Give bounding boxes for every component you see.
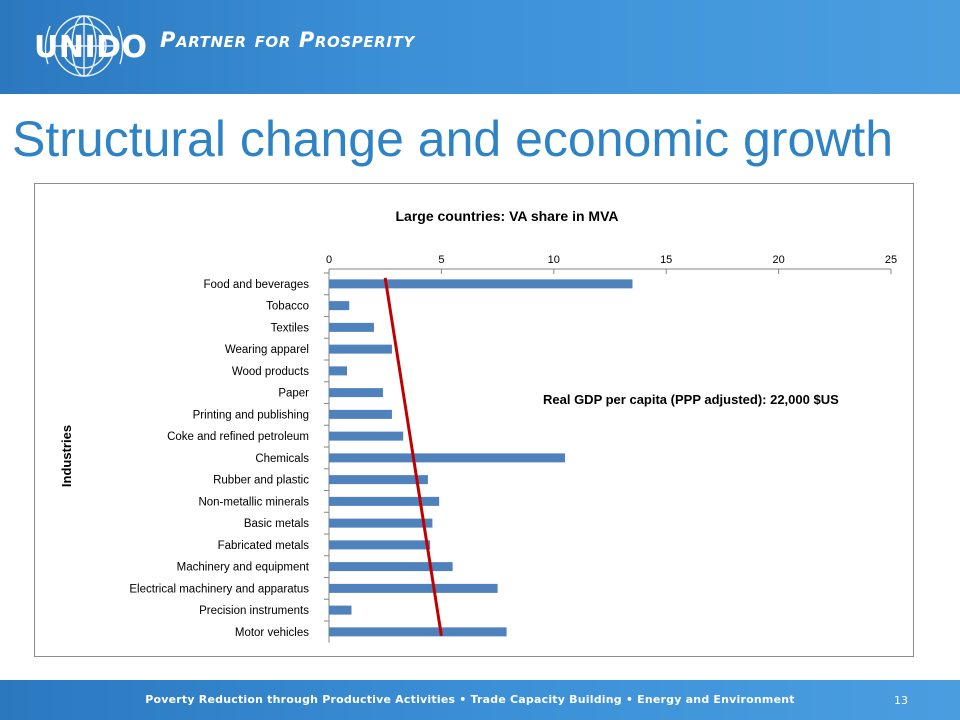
category-label: Machinery and equipment	[177, 562, 310, 574]
bar	[329, 453, 566, 463]
chart-frame: Large countries: VA share in MVA Industr…	[34, 183, 914, 657]
category-label: Wearing apparel	[225, 344, 309, 356]
category-label: Electrical machinery and apparatus	[129, 583, 309, 595]
tagline: Partner for Prosperity	[160, 28, 415, 52]
logo-text: UNIDO	[34, 30, 148, 65]
category-label: Non-metallic minerals	[198, 496, 309, 508]
bar	[329, 518, 433, 528]
category-label: Rubber and plastic	[213, 475, 309, 487]
bar-chart: Large countries: VA share in MVA Industr…	[59, 208, 897, 643]
un-emblem-icon: UNIDO	[34, 8, 148, 86]
category-label: Wood products	[232, 366, 309, 378]
bar	[329, 605, 352, 615]
tagline-text: Partner for Prosperity	[160, 28, 415, 52]
category-label: Tobacco	[266, 301, 309, 313]
bar	[329, 388, 383, 398]
gdp-annotation: Real GDP per capita (PPP adjusted): 22,0…	[543, 392, 839, 407]
bar	[329, 475, 428, 485]
category-label: Precision instruments	[199, 605, 309, 617]
y-axis-label: Industries	[59, 425, 74, 487]
category-label: Textiles	[271, 322, 310, 334]
x-tick-label: 15	[660, 254, 672, 266]
x-tick-label: 0	[326, 254, 332, 266]
bar	[329, 583, 498, 593]
chart-title: Large countries: VA share in MVA	[395, 208, 618, 224]
category-label: Fabricated metals	[218, 540, 310, 552]
category-label: Basic metals	[244, 518, 309, 530]
category-label: Motor vehicles	[235, 627, 309, 639]
page-number: 13	[894, 694, 908, 707]
footer-text: Poverty Reduction through Productive Act…	[145, 693, 795, 706]
category-label: Coke and refined petroleum	[167, 431, 309, 443]
x-tick-label: 20	[772, 254, 784, 266]
category-label: Printing and publishing	[193, 409, 309, 421]
bar	[329, 301, 350, 311]
bar	[329, 366, 347, 376]
slide-title: Structural change and economic growth	[12, 111, 894, 167]
trend-line	[383, 277, 443, 637]
bar	[329, 279, 633, 289]
bar	[329, 627, 507, 637]
footer-banner: Poverty Reduction through Productive Act…	[0, 680, 960, 720]
bar	[329, 562, 453, 572]
bar	[329, 431, 404, 441]
bar	[329, 540, 431, 550]
header-banner: UNIDO Partner for Prosperity	[0, 0, 960, 94]
x-tick-label: 5	[438, 254, 444, 266]
category-label: Food and beverages	[204, 279, 310, 291]
bar	[329, 496, 440, 506]
bar	[329, 344, 392, 354]
x-tick-label: 25	[885, 254, 897, 266]
x-tick-label: 10	[548, 254, 560, 266]
bar	[329, 409, 392, 419]
category-label: Chemicals	[255, 453, 309, 465]
bar	[329, 322, 374, 332]
category-label: Paper	[278, 388, 309, 400]
